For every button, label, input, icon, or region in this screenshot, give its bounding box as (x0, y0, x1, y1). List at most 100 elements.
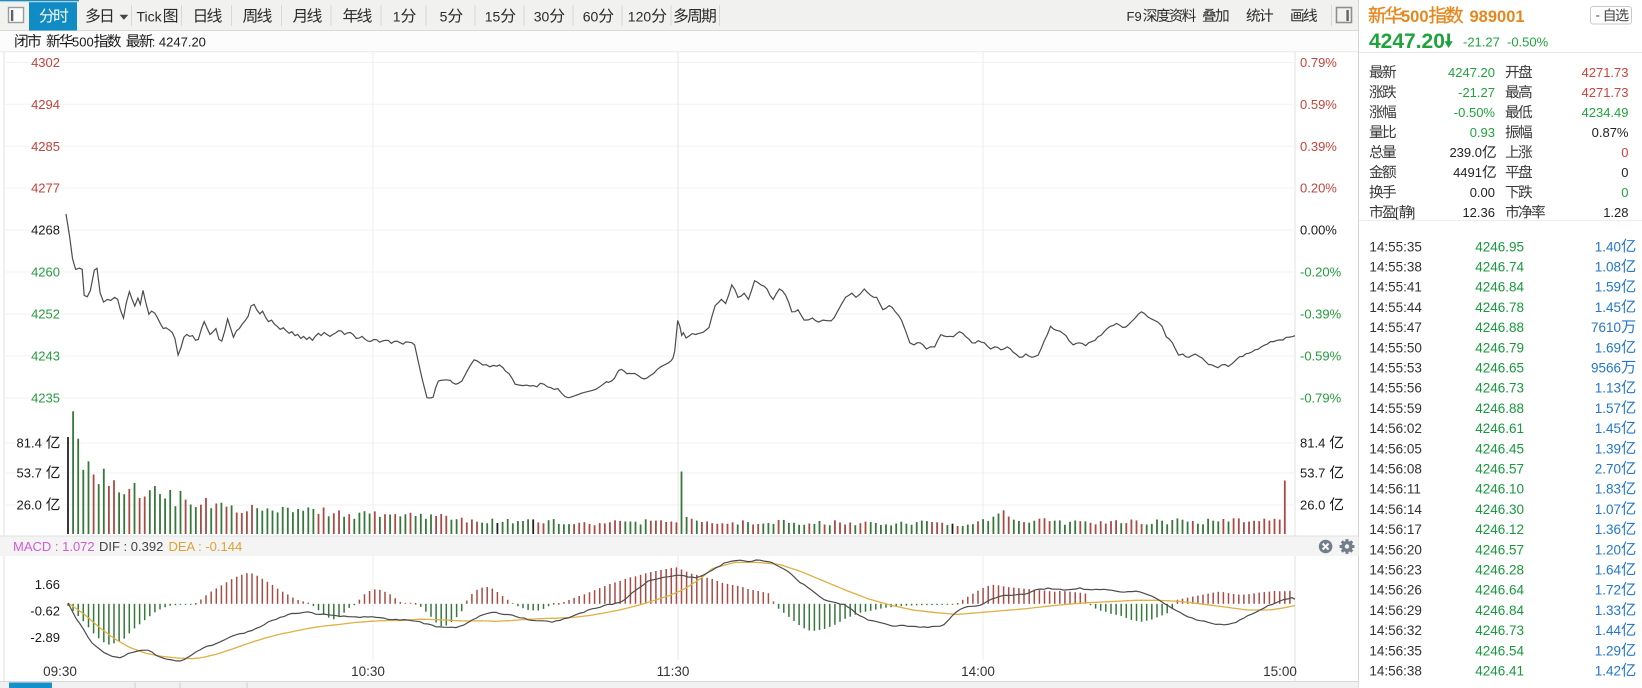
svg-text:Tick: Tick (137, 9, 163, 25)
svg-text:1.33: 1.33 (1595, 603, 1621, 618)
svg-text:1.64: 1.64 (1595, 563, 1622, 578)
svg-text:4277: 4277 (31, 181, 60, 196)
svg-text:14:56:35: 14:56:35 (1369, 643, 1422, 658)
svg-text:4246.12: 4246.12 (1475, 522, 1524, 537)
svg-text:4252: 4252 (31, 307, 60, 322)
svg-text:-0.50%: -0.50% (1507, 34, 1549, 49)
svg-text:4246.88: 4246.88 (1475, 401, 1524, 416)
svg-text:14:56:11: 14:56:11 (1369, 482, 1421, 497)
svg-text:26.0: 26.0 (1300, 498, 1325, 513)
svg-text:14:55:50: 14:55:50 (1369, 340, 1422, 355)
svg-text:14:56:23: 14:56:23 (1369, 563, 1422, 578)
svg-text:14:56:02: 14:56:02 (1369, 421, 1422, 436)
svg-text:4285: 4285 (31, 139, 60, 154)
svg-text:-21.27: -21.27 (1463, 34, 1500, 49)
svg-text:14:56:17: 14:56:17 (1369, 522, 1422, 537)
svg-text:4268: 4268 (31, 223, 60, 238)
svg-text:5: 5 (440, 9, 448, 25)
svg-text:14:55:47: 14:55:47 (1369, 320, 1422, 335)
svg-text:1.69: 1.69 (1595, 340, 1621, 355)
svg-text:-0.50%: -0.50% (1454, 105, 1496, 120)
svg-text:0.87%: 0.87% (1592, 125, 1629, 140)
svg-text:4246.84: 4246.84 (1475, 280, 1524, 295)
svg-text:1.66: 1.66 (35, 577, 60, 592)
svg-text:4246.57: 4246.57 (1475, 542, 1524, 557)
svg-text:4246.84: 4246.84 (1475, 603, 1524, 618)
svg-text:0: 0 (1621, 165, 1628, 180)
svg-text:60: 60 (583, 9, 599, 25)
svg-text:14:56:29: 14:56:29 (1369, 603, 1422, 618)
svg-text:14:55:35: 14:55:35 (1369, 239, 1422, 254)
svg-text:1.42: 1.42 (1595, 664, 1621, 679)
svg-text:4246.30: 4246.30 (1475, 502, 1524, 517)
svg-text:4271.73: 4271.73 (1582, 65, 1629, 80)
svg-text:14:56:32: 14:56:32 (1369, 623, 1422, 638)
svg-text:4246.88: 4246.88 (1475, 320, 1524, 335)
svg-text:4491: 4491 (1453, 165, 1482, 180)
svg-text:-0.20%: -0.20% (1300, 265, 1342, 280)
svg-text:1.28: 1.28 (1603, 205, 1628, 220)
svg-text:9566: 9566 (1591, 361, 1621, 376)
svg-text:4246.73: 4246.73 (1475, 381, 1524, 396)
svg-text:14:56:14: 14:56:14 (1369, 502, 1422, 517)
svg-text:4246.10: 4246.10 (1475, 482, 1524, 497)
svg-text:11:30: 11:30 (657, 664, 690, 679)
svg-text:1.08: 1.08 (1595, 260, 1621, 275)
svg-text:4246.45: 4246.45 (1475, 441, 1524, 456)
svg-text:14:55:53: 14:55:53 (1369, 361, 1422, 376)
svg-text:4246.64: 4246.64 (1475, 583, 1524, 598)
svg-text:4302: 4302 (31, 55, 60, 70)
svg-text:4246.41: 4246.41 (1475, 664, 1524, 679)
svg-text:0.39%: 0.39% (1300, 139, 1337, 154)
svg-text:0.00: 0.00 (1470, 185, 1495, 200)
svg-text:53.7: 53.7 (1300, 466, 1325, 481)
svg-text:14:56:05: 14:56:05 (1369, 441, 1422, 456)
svg-text:500: 500 (1401, 8, 1429, 26)
svg-text:0: 0 (1621, 145, 1628, 160)
svg-text:-0.59%: -0.59% (1300, 349, 1342, 364)
svg-text:14:56:20: 14:56:20 (1369, 542, 1422, 557)
svg-text:1.59: 1.59 (1595, 280, 1621, 295)
svg-text:1.40: 1.40 (1595, 239, 1621, 254)
svg-text:4246.54: 4246.54 (1475, 643, 1524, 658)
svg-text:30: 30 (534, 9, 550, 25)
svg-text:15:00: 15:00 (1263, 664, 1297, 679)
svg-text:1.39: 1.39 (1595, 441, 1621, 456)
svg-text:4246.73: 4246.73 (1475, 623, 1524, 638)
svg-text:14:55:44: 14:55:44 (1369, 300, 1422, 315)
svg-text:14:00: 14:00 (961, 664, 995, 679)
svg-text:10:30: 10:30 (351, 664, 385, 679)
svg-text:4247.20: 4247.20 (1369, 30, 1445, 53)
svg-text:1: 1 (393, 9, 401, 25)
svg-text:-0.79%: -0.79% (1300, 391, 1342, 406)
svg-text:1.07: 1.07 (1595, 502, 1621, 517)
svg-text:1.29: 1.29 (1595, 643, 1621, 658)
svg-text:1.57: 1.57 (1595, 401, 1621, 416)
svg-text:14:56:38: 14:56:38 (1369, 664, 1422, 679)
svg-text:]: ] (1412, 205, 1416, 220)
svg-text:4271.73: 4271.73 (1582, 85, 1629, 100)
svg-text:989001: 989001 (1470, 8, 1525, 26)
svg-text:2.70: 2.70 (1595, 462, 1621, 477)
svg-text:4243: 4243 (31, 349, 60, 364)
svg-text:239.0: 239.0 (1449, 145, 1482, 160)
svg-text:81.4: 81.4 (17, 436, 42, 451)
svg-text:14:56:08: 14:56:08 (1369, 462, 1422, 477)
svg-text:0.00%: 0.00% (1300, 223, 1337, 238)
svg-text:7610: 7610 (1591, 320, 1621, 335)
svg-text:120: 120 (628, 9, 652, 25)
svg-text:: 4247.20: : 4247.20 (152, 34, 206, 49)
svg-text:MACD : 1.072: MACD : 1.072 (13, 539, 95, 554)
svg-text:1.20: 1.20 (1595, 542, 1621, 557)
svg-text:4246.95: 4246.95 (1475, 239, 1524, 254)
svg-text:4246.74: 4246.74 (1475, 260, 1524, 275)
svg-text:-2.89: -2.89 (30, 630, 60, 645)
svg-text:09:30: 09:30 (43, 664, 77, 679)
svg-text:DEA : -0.144: DEA : -0.144 (169, 539, 243, 554)
svg-text:-21.27: -21.27 (1458, 85, 1495, 100)
svg-text:1.72: 1.72 (1595, 583, 1621, 598)
svg-text:[: [ (1395, 205, 1399, 220)
svg-text:4294: 4294 (31, 97, 60, 112)
svg-text:0.79%: 0.79% (1300, 55, 1337, 70)
svg-text:12.36: 12.36 (1462, 205, 1495, 220)
